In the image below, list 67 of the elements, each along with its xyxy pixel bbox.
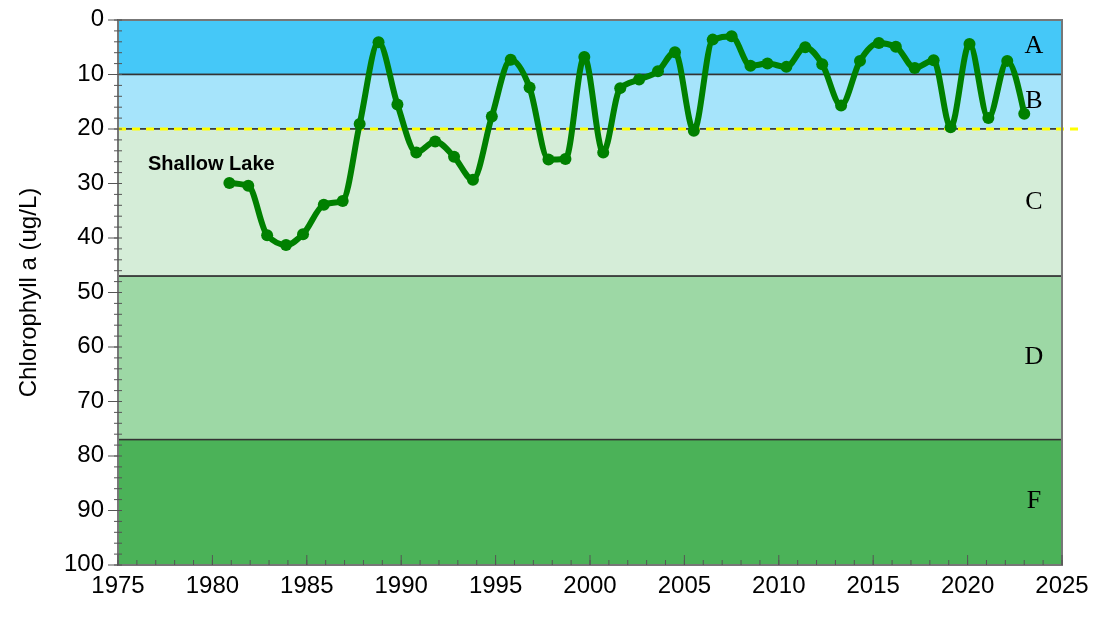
- point: [297, 228, 310, 241]
- point: [410, 146, 423, 159]
- point: [485, 110, 498, 123]
- y-tick-label: 50: [77, 276, 104, 304]
- y-tick-label: 30: [77, 167, 104, 195]
- point: [614, 82, 627, 95]
- point: [542, 153, 555, 166]
- y-tick-label: 60: [77, 331, 104, 359]
- point: [982, 112, 995, 125]
- point: [466, 173, 479, 186]
- band-label: C: [1025, 185, 1043, 215]
- point: [317, 198, 330, 211]
- point: [429, 135, 442, 148]
- point: [872, 36, 885, 49]
- x-tick-label: 1990: [374, 571, 428, 598]
- x-tick-label: 2000: [563, 571, 617, 598]
- band-label: F: [1026, 485, 1042, 515]
- point: [668, 46, 681, 59]
- point: [336, 194, 349, 207]
- point: [799, 41, 812, 54]
- point: [242, 179, 255, 192]
- point: [706, 33, 719, 46]
- point: [963, 37, 976, 50]
- y-tick-label: 90: [77, 494, 104, 522]
- x-tick-label: 1985: [280, 571, 334, 598]
- point: [1001, 54, 1014, 67]
- y-tick-label: 80: [77, 440, 104, 468]
- point: [651, 65, 664, 78]
- y-tick-label: 40: [77, 222, 104, 250]
- band-label: A: [1024, 30, 1044, 60]
- point: [889, 40, 902, 53]
- y-tick-label: 10: [77, 58, 104, 86]
- x-tick-label: 2005: [657, 571, 712, 598]
- point: [523, 81, 536, 94]
- y-tick-label: 20: [77, 113, 104, 141]
- point: [780, 60, 793, 73]
- y-tick-label: 70: [77, 385, 104, 413]
- point: [853, 54, 866, 67]
- point: [223, 176, 236, 189]
- point: [725, 30, 738, 43]
- point: [1018, 107, 1031, 120]
- point: [633, 73, 646, 86]
- point: [391, 98, 404, 111]
- band-label: B: [1025, 84, 1043, 114]
- x-tick-label: 2010: [752, 571, 806, 598]
- point: [280, 239, 293, 252]
- point: [927, 54, 940, 67]
- point: [816, 58, 829, 71]
- annotation: Shallow Lake: [148, 152, 275, 174]
- point: [559, 152, 572, 165]
- point: [261, 229, 274, 242]
- x-tick-label: 1995: [468, 571, 523, 598]
- point: [908, 61, 921, 74]
- x-tick-label: 2020: [940, 571, 995, 598]
- point: [744, 59, 757, 72]
- band-label: D: [1024, 340, 1044, 370]
- y-axis-title: Chlorophyll a (ug/L): [14, 187, 41, 398]
- x-tick-label: 1980: [185, 571, 240, 598]
- point: [835, 99, 848, 112]
- point: [353, 118, 366, 131]
- point: [761, 57, 774, 70]
- y-tick-label: 0: [90, 4, 104, 32]
- point: [448, 150, 461, 163]
- x-tick-label: 2025: [1035, 571, 1089, 598]
- point: [372, 36, 385, 49]
- point: [504, 53, 517, 66]
- x-tick-label: 2015: [846, 571, 900, 598]
